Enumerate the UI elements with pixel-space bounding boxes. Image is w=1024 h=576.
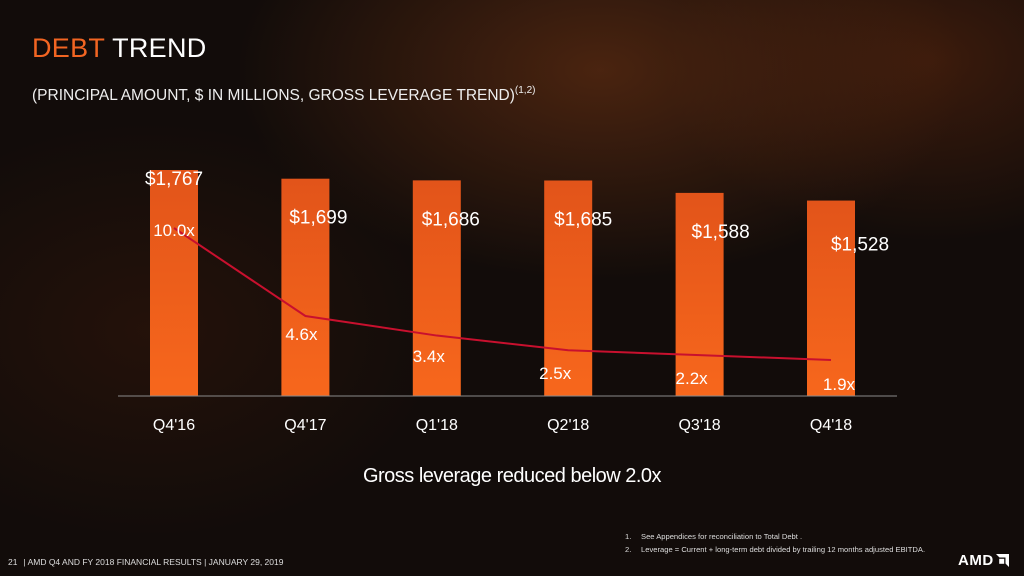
footer-text: | AMD Q4 AND FY 2018 FINANCIAL RESULTS |… (23, 557, 284, 567)
debt-chart: Q4'16 $1,767 10.0x Q4'17 $1,699 4.6x Q1'18 $1,6… (118, 169, 897, 434)
x-tick-label: Q3'18 (678, 417, 720, 434)
x-tick-label: Q4'18 (810, 417, 852, 434)
title-rest: TREND (112, 33, 207, 63)
bar-value-label: $1,528 (831, 235, 889, 256)
logo-text: AMD (958, 552, 994, 569)
footnotes: 1. See Appendices for reconciliation to T… (625, 531, 925, 556)
amd-arrow-icon (995, 554, 1009, 567)
bar-3 (544, 180, 593, 396)
subtitle-text: (PRINCIPAL AMOUNT, $ IN MILLIONS, GROSS … (32, 87, 515, 104)
bar-5 (807, 200, 855, 396)
amd-logo: AMD (958, 552, 1009, 569)
page-number: 21 (8, 557, 18, 567)
bar-0 (150, 170, 198, 396)
bar-4 (675, 192, 724, 396)
x-tick-label: Q2'18 (547, 417, 589, 434)
title-accent: DEBT (32, 33, 105, 63)
x-tick-label: Q4'16 (153, 417, 195, 434)
leverage-value-label: 4.6x (285, 325, 318, 344)
page-title: DEBT TREND (32, 33, 207, 64)
leverage-value-label: 1.9x (823, 375, 856, 394)
page-subtitle: (PRINCIPAL AMOUNT, $ IN MILLIONS, GROSS … (32, 85, 535, 105)
footnote-2: 2. Leverage = Current + long-term debt di… (625, 544, 926, 554)
x-tick-label: Q4'17 (284, 417, 326, 434)
footer: 21 | AMD Q4 AND FY 2018 FINANCIAL RESULTS… (8, 557, 283, 567)
callout-text: Gross leverage reduced below 2.0x (362, 465, 662, 487)
bar-value-label: $1,588 (692, 222, 750, 243)
leverage-value-label: 10.0x (153, 221, 195, 240)
bar-value-label: $1,686 (422, 209, 480, 230)
bar-value-label: $1,685 (554, 209, 612, 230)
bar-value-label: $1,767 (145, 169, 203, 190)
footnote-1: 1. See Appendices for reconciliation to T… (625, 532, 803, 541)
bar-2 (412, 180, 461, 396)
leverage-value-label: 3.4x (413, 347, 446, 366)
subtitle-footnote-ref: (1,2) (514, 85, 536, 96)
x-tick-label: Q1'18 (416, 417, 458, 434)
bar-1 (281, 178, 330, 396)
leverage-line (173, 227, 832, 361)
bar-value-label: $1,699 (289, 208, 347, 229)
leverage-value-label: 2.2x (676, 369, 709, 388)
leverage-value-label: 2.5x (539, 364, 572, 383)
